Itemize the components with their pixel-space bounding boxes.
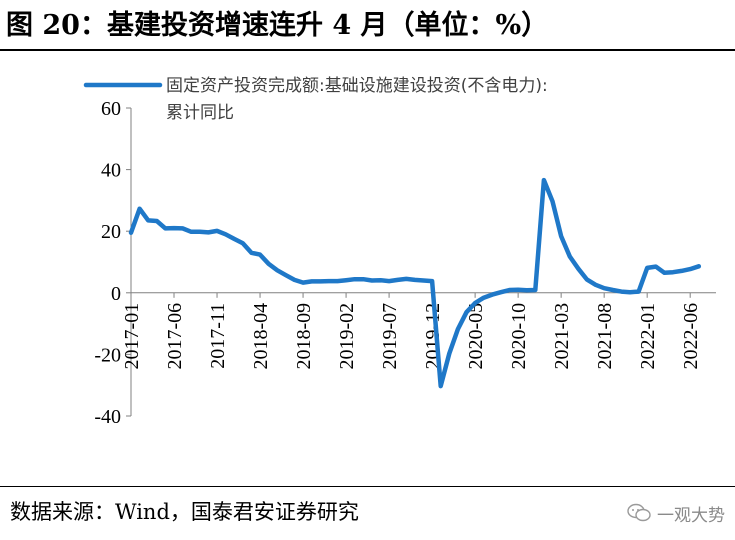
x-tick-label: 2021-08 [594, 303, 616, 370]
x-tick-label: 2019-02 [336, 303, 358, 370]
y-axis-ticks: -40 -20 0 20 40 60 [94, 98, 131, 428]
x-tick-label: 2017-01 [121, 303, 143, 370]
chart-legend: 固定资产投资完成额:基础设施建设投资(不含电力): 累计同比 [83, 76, 548, 123]
x-tick-label: 2017-11 [207, 303, 229, 369]
x-tick-label: 2019-07 [379, 303, 401, 370]
x-tick-label: 2018-04 [250, 303, 272, 370]
y-tick-label: 60 [101, 98, 121, 120]
line-chart: -40 -20 0 20 40 60 2017-01 2017-06 2017-11 2018-… [83, 76, 716, 428]
x-tick-label: 2020-10 [508, 303, 530, 370]
y-tick-label: 40 [101, 160, 121, 182]
x-tick-label: 2017-06 [164, 303, 186, 370]
source-rule [0, 486, 735, 487]
x-axis-ticks: 2017-01 2017-06 2017-11 2018-04 2018-09 2019-… [121, 292, 702, 370]
y-tick-label: 0 [111, 283, 121, 305]
y-tick-label: 20 [101, 221, 121, 243]
series-line [128, 177, 702, 389]
watermark: 一观大势 [627, 500, 725, 526]
figure-title: 图 20：基建投资增速连升 4 月（单位：%） [6, 10, 549, 41]
x-tick-label: 2022-06 [680, 303, 702, 370]
y-tick-label: -20 [94, 344, 121, 366]
title-rule [0, 49, 735, 51]
legend-label-line1: 固定资产投资完成额:基础设施建设投资(不含电力): [166, 76, 548, 96]
y-tick-label: -40 [94, 406, 121, 428]
x-tick-label: 2022-01 [637, 303, 659, 370]
watermark-text: 一观大势 [657, 505, 725, 526]
series-layer [128, 177, 702, 389]
x-tick-label: 2021-03 [551, 303, 573, 370]
chat-bubble-icon [627, 503, 651, 522]
source-note: 数据来源：Wind，国泰君安证券研究 [10, 500, 359, 524]
legend-label-line2: 累计同比 [166, 103, 234, 123]
x-tick-label: 2020-05 [465, 303, 487, 370]
x-tick-label: 2018-09 [293, 303, 315, 370]
